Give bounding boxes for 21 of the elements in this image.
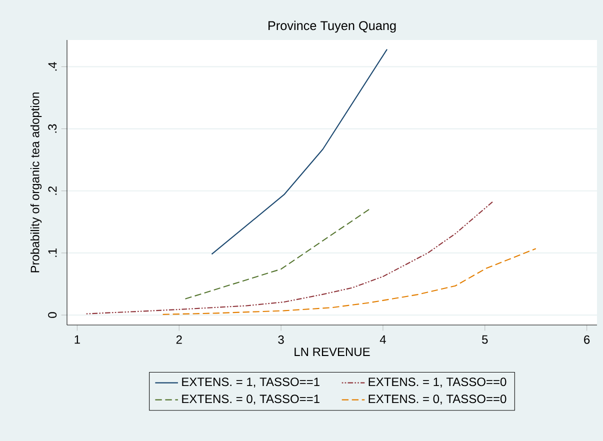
x-axis-title: LN REVENUE — [294, 348, 370, 356]
line-series — [211, 48, 388, 255]
x-tick-label: 2 — [176, 335, 182, 344]
y-tick-label: .1 — [48, 248, 57, 257]
x-tick-label: 3 — [278, 335, 284, 344]
y-tick-label: .4 — [48, 62, 57, 71]
x-tick-label: 5 — [482, 335, 488, 344]
legend-label: EXTENS. = 0, TASSO==0 — [368, 394, 506, 405]
chart-title: Province Tuyen Quang — [268, 20, 396, 33]
y-tick-label: 0 — [48, 312, 57, 318]
legend-label: EXTENS. = 1, TASSO==0 — [368, 378, 506, 388]
legend-label: EXTENS. = 0, TASSO==1 — [182, 394, 320, 405]
line-series — [162, 248, 536, 315]
x-tick-label: 6 — [584, 335, 590, 344]
x-tick-label: 1 — [74, 335, 80, 344]
y-tick-label: .3 — [48, 124, 57, 133]
y-tick-label: .2 — [48, 186, 57, 195]
line-series — [86, 200, 494, 314]
y-axis-title: Probability of organic tea adoption — [30, 92, 42, 272]
x-tick-label: 4 — [380, 335, 386, 344]
legend-label: EXTENS. = 1, TASSO==1 — [182, 378, 320, 388]
